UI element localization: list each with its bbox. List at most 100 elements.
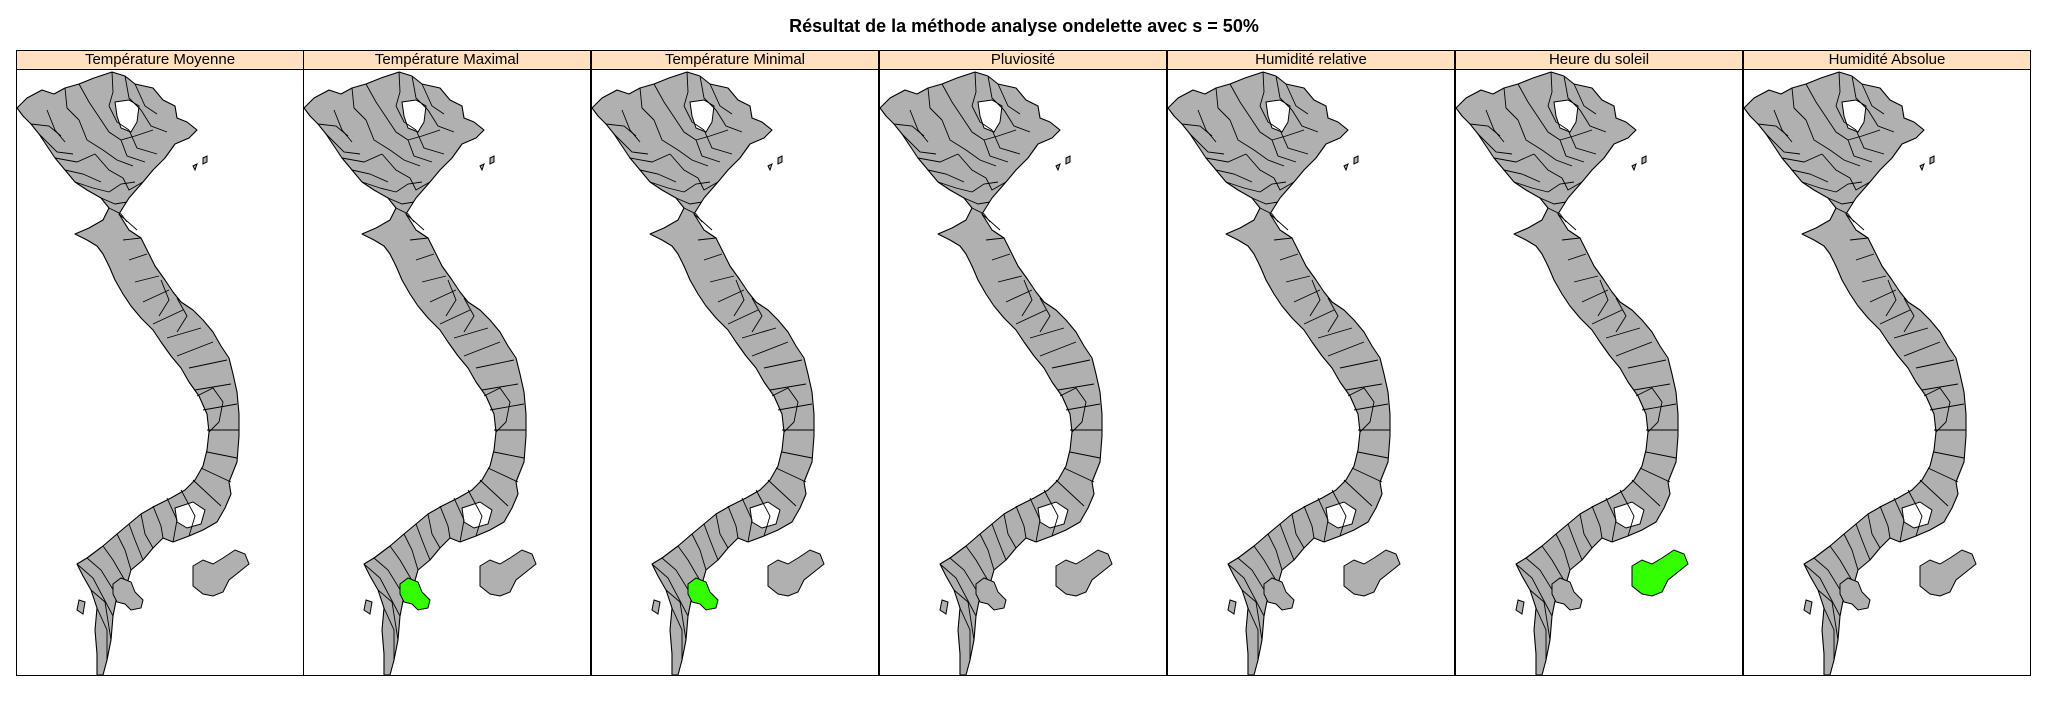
- province-boundary: [1069, 451, 1101, 459]
- mekong-inland-province: [1551, 577, 1583, 611]
- province-boundary: [965, 149, 997, 167]
- province-boundary: [639, 169, 677, 183]
- province-boundary: [1579, 109, 1607, 133]
- island: [1641, 155, 1647, 165]
- province-boundary: [1351, 467, 1383, 483]
- province-boundary: [1813, 557, 1845, 597]
- province-boundary: [727, 505, 739, 539]
- province-boundary: [1189, 133, 1225, 155]
- panel-label: Température Minimal: [592, 51, 878, 70]
- province-boundary: [1851, 75, 1869, 111]
- province-boundary: [1933, 451, 1965, 459]
- province-boundary: [90, 589, 112, 641]
- province-boundary: [152, 309, 184, 325]
- unfilled-area: [114, 99, 140, 133]
- province-boundary: [403, 533, 419, 571]
- southeast-coastal-province: [1919, 549, 1977, 597]
- panel-label: Température Maximal: [304, 51, 590, 70]
- island: [1919, 163, 1925, 172]
- province-boundary: [1893, 327, 1929, 339]
- province-boundary: [1801, 181, 1837, 193]
- province-boundary: [200, 467, 232, 483]
- panel-label: Humidité relative: [1168, 51, 1454, 70]
- province-boundary: [695, 129, 729, 141]
- province-boundary: [140, 109, 168, 133]
- province-boundary: [1241, 589, 1263, 641]
- province-boundary: [1515, 563, 1553, 617]
- province-boundary: [1271, 139, 1297, 163]
- province-boundary: [108, 181, 136, 193]
- island: [1065, 155, 1071, 165]
- province-boundary: [1639, 467, 1671, 483]
- province-boundary: [671, 113, 697, 141]
- province-boundary: [1823, 607, 1835, 660]
- province-boundary: [941, 119, 967, 151]
- province-boundary: [1885, 279, 1897, 317]
- province-boundary: [405, 213, 425, 231]
- province-boundary: [1279, 129, 1309, 155]
- province-boundary: [1615, 297, 1627, 333]
- province-boundary: [1339, 359, 1379, 369]
- province-boundary: [429, 289, 457, 303]
- province-boundary: [1005, 289, 1033, 303]
- province-boundary: [166, 327, 202, 339]
- southeast-coastal-province: [479, 549, 537, 597]
- province-boundary: [983, 139, 1009, 163]
- province-boundary: [373, 557, 405, 597]
- province-boundary: [192, 479, 222, 507]
- province-boundary: [741, 497, 753, 543]
- province-boundary: [1805, 119, 1831, 151]
- province-boundary: [122, 237, 142, 241]
- province-boundary: [665, 589, 687, 641]
- province-boundary: [1269, 213, 1289, 231]
- province-boundary: [1043, 489, 1059, 537]
- province-boundary: [1843, 533, 1859, 571]
- province-boundary: [409, 237, 429, 241]
- province-boundary: [1245, 153, 1275, 179]
- province-boundary: [128, 253, 148, 261]
- province-boundary: [755, 489, 771, 537]
- map-svg: [592, 71, 825, 675]
- province-boundary: [383, 113, 409, 141]
- province-boundary: [1039, 297, 1051, 333]
- province-boundary: [1275, 75, 1293, 111]
- panel-label: Heure du soleil: [1456, 51, 1742, 70]
- province-boundary: [697, 177, 719, 191]
- province-boundary: [1327, 297, 1339, 333]
- map-panel: Température Minimal: [591, 50, 879, 676]
- island: [1929, 155, 1935, 165]
- unfilled-area: [977, 99, 1003, 133]
- province-boundary: [383, 607, 395, 660]
- province-boundary: [1631, 479, 1661, 507]
- province-boundary: [639, 87, 655, 121]
- mekong-inland-province: [1263, 577, 1295, 611]
- province-boundary: [1829, 545, 1855, 585]
- province-boundary: [1893, 497, 1905, 543]
- province-boundary: [1327, 341, 1365, 357]
- province-boundary: [317, 123, 349, 137]
- province-boundary: [1627, 359, 1667, 369]
- province-boundary: [415, 129, 445, 155]
- province-boundary: [1059, 387, 1087, 433]
- province-boundary: [1855, 253, 1875, 261]
- vietnam-map: [17, 70, 303, 675]
- island: [1515, 599, 1525, 615]
- province-boundary: [1867, 513, 1881, 549]
- province-boundary: [395, 105, 417, 131]
- province-boundary: [363, 563, 401, 617]
- province-boundary: [1919, 479, 1949, 507]
- province-boundary: [1869, 289, 1897, 303]
- province-boundary: [140, 513, 154, 549]
- province-boundary: [1559, 129, 1593, 141]
- island: [1631, 163, 1637, 172]
- province-boundary: [1181, 123, 1213, 137]
- province-boundary: [1063, 467, 1095, 483]
- province-boundary: [1641, 403, 1677, 411]
- province-boundary: [1879, 309, 1911, 325]
- province-boundary: [1253, 149, 1285, 167]
- province-boundary: [1285, 83, 1309, 115]
- province-boundary: [1503, 87, 1519, 121]
- province-boundary: [651, 563, 689, 617]
- province-boundary: [487, 467, 519, 483]
- province-boundary: [991, 253, 1011, 261]
